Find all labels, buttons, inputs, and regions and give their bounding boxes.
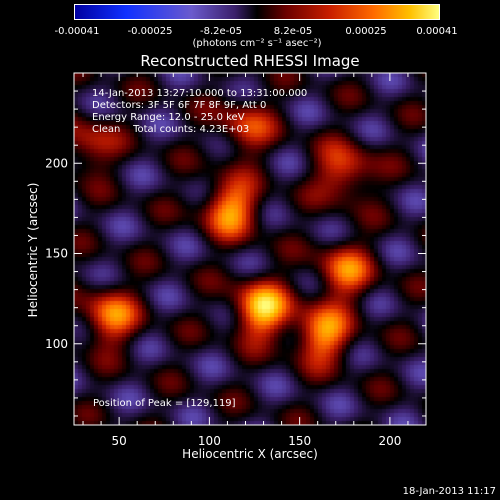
x-tick-label: 150: [288, 434, 311, 448]
timestamp: 18-Jan-2013 11:17: [402, 486, 496, 497]
y-tick-label: 150: [45, 247, 68, 261]
x-tick-label: 200: [378, 434, 401, 448]
y-tick-label: 200: [45, 156, 68, 170]
x-tick-label: 50: [111, 434, 126, 448]
plot-area: [74, 73, 426, 425]
heatmap-image: [74, 73, 426, 425]
colorbar: [74, 4, 440, 20]
colorbar-tick-label: 0.00041: [416, 26, 458, 37]
colorbar-tick-label: -0.00025: [127, 26, 173, 37]
info-clean-counts: Clean Total counts: 4.23E+03: [92, 124, 250, 135]
chart-title: Reconstructed RHESSI Image: [140, 52, 360, 70]
colorbar-tick-label: -0.00041: [54, 26, 100, 37]
plot-frame: [73, 72, 427, 426]
colorbar-tick-label: -8.2e-05: [200, 26, 242, 37]
peak-position-label: Position of Peak = [129,119]: [93, 398, 236, 409]
x-axis-label: Heliocentric X (arcsec): [182, 447, 318, 461]
info-time-range: 14-Jan-2013 13:27:10.000 to 13:31:00.000: [92, 88, 308, 99]
info-detectors: Detectors: 3F 5F 6F 7F 8F 9F, Att 0: [92, 100, 267, 111]
y-tick-label: 100: [45, 337, 68, 351]
info-energy-range: Energy Range: 12.0 - 25.0 keV: [92, 112, 245, 123]
colorbar-gradient: [75, 5, 439, 19]
x-tick-label: 100: [198, 434, 221, 448]
colorbar-tick-label: 0.00025: [345, 26, 387, 37]
y-axis-label: Heliocentric Y (arcsec): [26, 182, 40, 318]
colorbar-units: (photons cm⁻² s⁻¹ asec⁻²): [192, 38, 322, 49]
colorbar-tick-label: 8.2e-05: [273, 26, 313, 37]
